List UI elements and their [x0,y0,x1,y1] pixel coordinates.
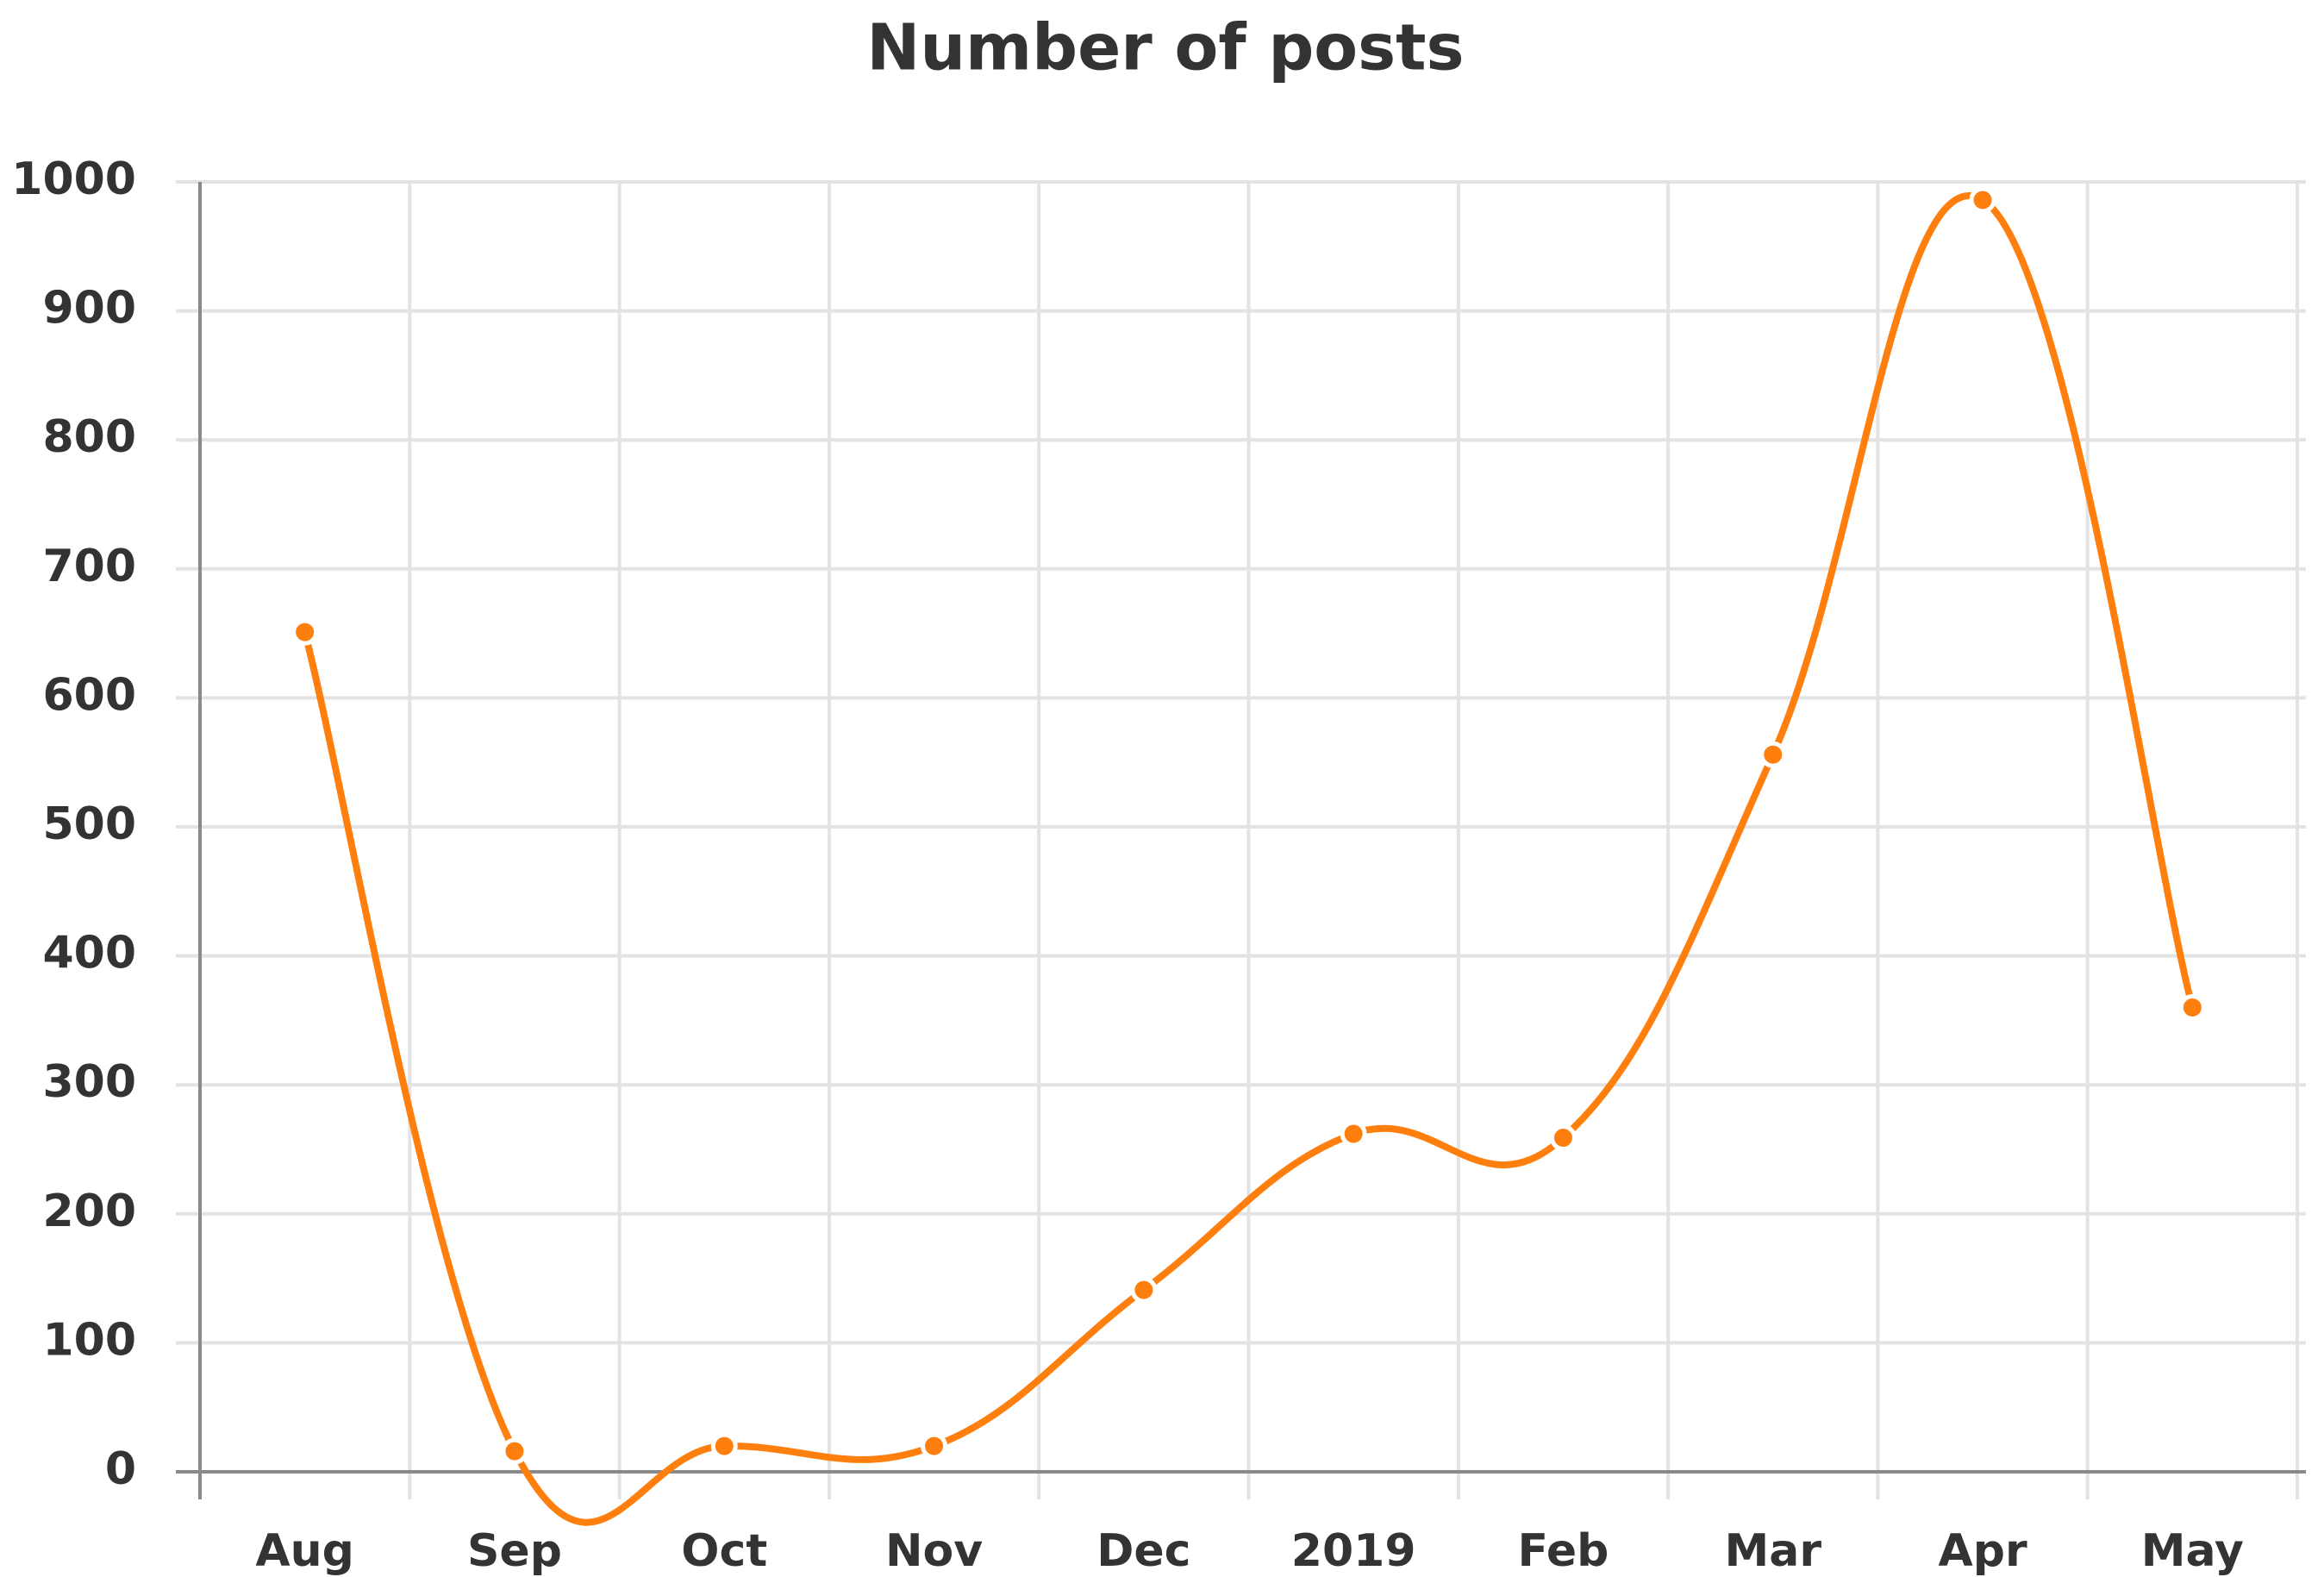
y-tick-label: 1000 [11,153,136,205]
y-tick-label: 400 [42,928,136,979]
x-tick-label: May [2141,1525,2244,1577]
point [1340,1120,1367,1148]
x-tick-label: Mar [1725,1525,1822,1577]
y-tick-label: 800 [42,411,136,463]
y-tick-label: 200 [42,1186,136,1237]
x-tick-label: Dec [1096,1525,1190,1577]
point [291,618,319,646]
y-tick-label: 700 [42,541,136,592]
x-tick-label: Nov [885,1525,983,1577]
y-tick-label: 500 [42,798,136,850]
point [1130,1276,1158,1304]
point [1969,186,1996,214]
point [2178,993,2206,1021]
y-tick-label: 900 [42,283,136,335]
x-tick-label: Feb [1517,1525,1609,1577]
point [1759,741,1787,768]
x-tick-label: Sep [467,1525,562,1577]
y-tick-label: 0 [105,1443,136,1495]
point [501,1437,528,1465]
y-tick-label: 600 [42,669,136,721]
point [921,1432,948,1460]
x-tick-label: Oct [681,1525,767,1577]
x-tick-label: 2019 [1291,1525,1416,1577]
point [710,1432,738,1460]
y-tick-label: 100 [42,1314,136,1366]
y-tick-label: 300 [42,1056,136,1108]
chart-title: Number of posts [866,11,1464,85]
x-tick-label: Aug [255,1525,354,1577]
point [1549,1124,1577,1152]
x-tick-label: Apr [1938,1525,2027,1577]
line [301,192,2196,1526]
